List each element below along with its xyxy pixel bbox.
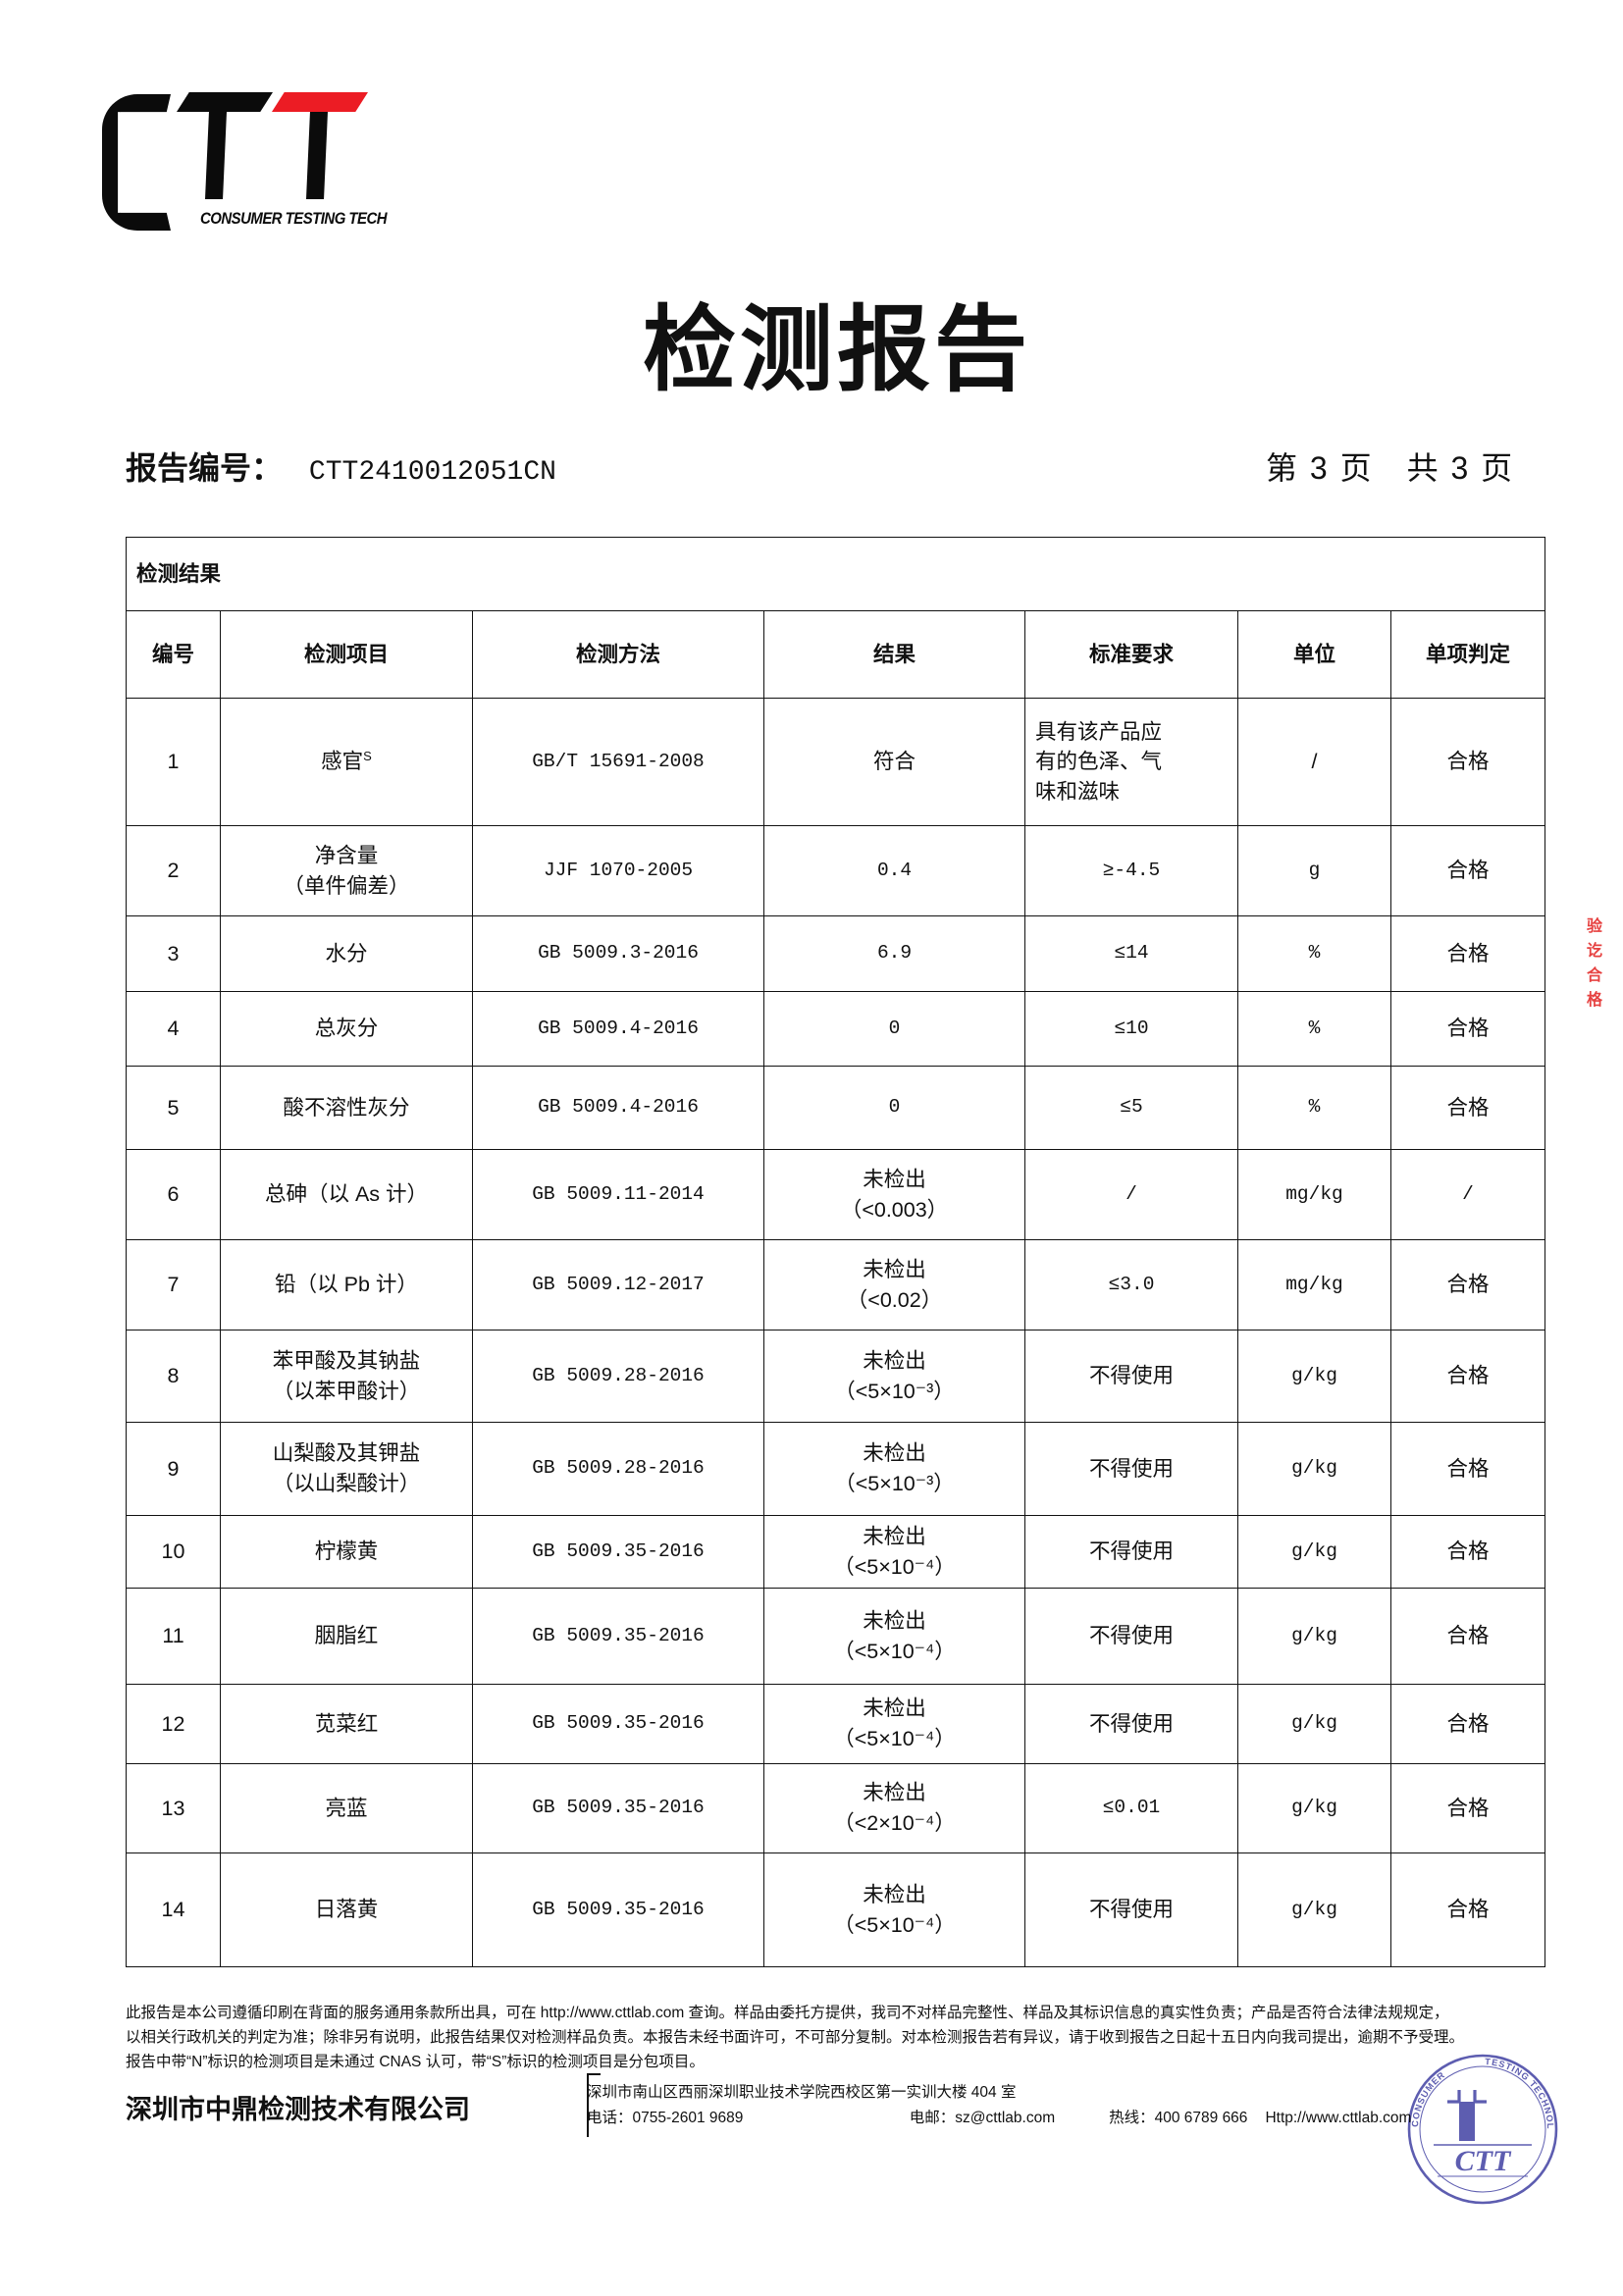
svg-text:TESTING TECHNOL: TESTING TECHNOL xyxy=(1485,2057,1555,2130)
svg-text:CTT: CTT xyxy=(1455,2145,1512,2177)
